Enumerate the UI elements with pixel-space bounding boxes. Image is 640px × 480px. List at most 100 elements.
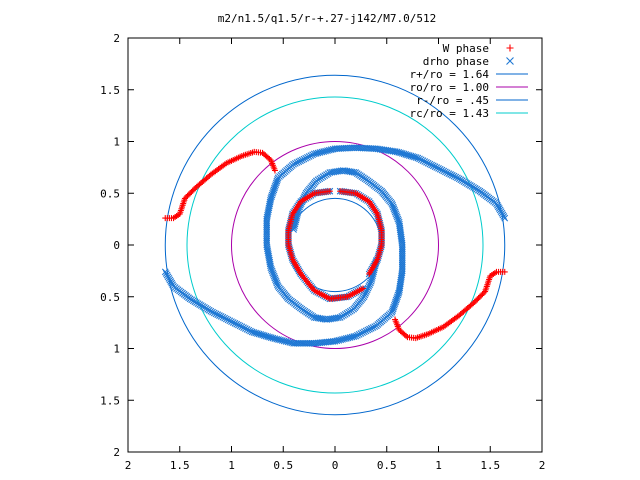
- y-tick-label: 2: [113, 32, 120, 45]
- x-tick-label: 1.5: [480, 459, 500, 472]
- x-tick-label: 0.5: [377, 459, 397, 472]
- phase-point: [448, 171, 456, 179]
- phase-point: [212, 310, 220, 318]
- phase-point: [240, 324, 247, 332]
- phase-point: [417, 156, 425, 164]
- y-tick-label: 2: [113, 446, 120, 459]
- phase-point: [445, 170, 453, 177]
- axis-ticks: 2 1.5 1 0.5 0 0.5 1 1.5 221.510.500.511.52: [100, 32, 545, 472]
- phase-point: [229, 319, 237, 326]
- phase-point: [307, 152, 315, 160]
- phase-points: [161, 144, 509, 347]
- phase-point: [302, 154, 310, 162]
- phase-point: [188, 188, 195, 195]
- phase-point: [222, 315, 230, 323]
- phase-point: [243, 325, 251, 333]
- phase-point: [184, 192, 191, 199]
- phase-point: [479, 291, 486, 298]
- phase-point: [359, 329, 366, 337]
- phase-point: [436, 165, 444, 173]
- phase-point: [293, 159, 301, 166]
- phase-point: [389, 201, 396, 209]
- phase-point: [482, 288, 489, 295]
- y-tick-label: 1: [113, 343, 120, 356]
- phase-point: [363, 286, 371, 294]
- phase-point: [271, 167, 278, 174]
- x-tick-label: 1.5: [170, 459, 190, 472]
- legend-label: r-/ro = .45: [416, 94, 489, 107]
- phase-point: [421, 158, 429, 165]
- phase-point: [424, 159, 432, 167]
- reference-circle: [164, 74, 506, 416]
- phase-point: [365, 283, 373, 290]
- y-tick-label: 1: [113, 136, 120, 149]
- phase-point: [185, 191, 192, 198]
- phase-point: [447, 171, 454, 178]
- phase-point: [475, 295, 482, 302]
- legend-label: r+/ro = 1.64: [410, 68, 490, 81]
- phase-point: [241, 325, 249, 332]
- phase-point: [291, 160, 299, 167]
- phase-point: [438, 166, 446, 174]
- reference-circle: [186, 96, 484, 394]
- phase-point: [300, 155, 308, 163]
- phase-point: [354, 331, 361, 339]
- phase-point: [360, 328, 368, 336]
- phase-point: [309, 151, 316, 159]
- phase-point: [187, 190, 194, 197]
- phase-point: [228, 318, 235, 325]
- y-tick-label: 0: [113, 239, 120, 252]
- phase-point: [189, 187, 196, 194]
- phase-point: [221, 314, 228, 322]
- phase-point: [298, 156, 306, 164]
- y-tick-label: 1.5: [100, 394, 120, 407]
- phase-point: [297, 157, 304, 165]
- phase-point: [442, 168, 449, 176]
- phase-point: [450, 172, 458, 180]
- phase-point: [328, 168, 336, 176]
- phase-point: [181, 195, 188, 202]
- phase-point: [474, 296, 481, 303]
- phase-point: [429, 162, 437, 170]
- phase-point: [245, 326, 253, 334]
- phase-point: [247, 327, 254, 335]
- phase-point: [359, 285, 366, 292]
- phase-point: [366, 325, 373, 333]
- x-tick-label: 1: [435, 459, 442, 472]
- phase-point: [350, 333, 358, 340]
- phase-point: [361, 291, 369, 299]
- phase-point: [334, 314, 342, 322]
- phase-point: [210, 309, 218, 317]
- phase-point: [428, 161, 435, 169]
- phase-point: [295, 158, 303, 166]
- legend-label: drho phase: [423, 55, 489, 68]
- legend-label: W phase: [443, 42, 489, 55]
- phase-point: [305, 153, 313, 160]
- phase-point: [233, 320, 241, 328]
- legend-marker: [506, 44, 514, 52]
- phase-point: [476, 293, 483, 300]
- phase-point: [426, 160, 434, 168]
- legend-label: rc/ro = 1.43: [410, 107, 489, 120]
- phase-point: [452, 173, 460, 181]
- x-tick-label: 0.5: [273, 459, 293, 472]
- phase-point: [274, 281, 281, 289]
- phase-point: [312, 150, 320, 157]
- phase-point: [423, 158, 430, 166]
- legend-marker: [506, 57, 514, 65]
- phase-point: [310, 150, 318, 158]
- phase-point: [433, 164, 441, 171]
- phase-point: [357, 330, 365, 337]
- phase-point: [371, 323, 379, 330]
- phase-point: [367, 324, 375, 332]
- phase-point: [224, 316, 232, 324]
- phase-point: [443, 169, 451, 177]
- phase-point: [183, 194, 190, 201]
- y-tick-label: 0.5: [100, 187, 120, 200]
- phase-point: [304, 153, 311, 161]
- phase-point: [416, 155, 423, 163]
- phase-point: [440, 167, 448, 175]
- phase-point: [352, 332, 360, 340]
